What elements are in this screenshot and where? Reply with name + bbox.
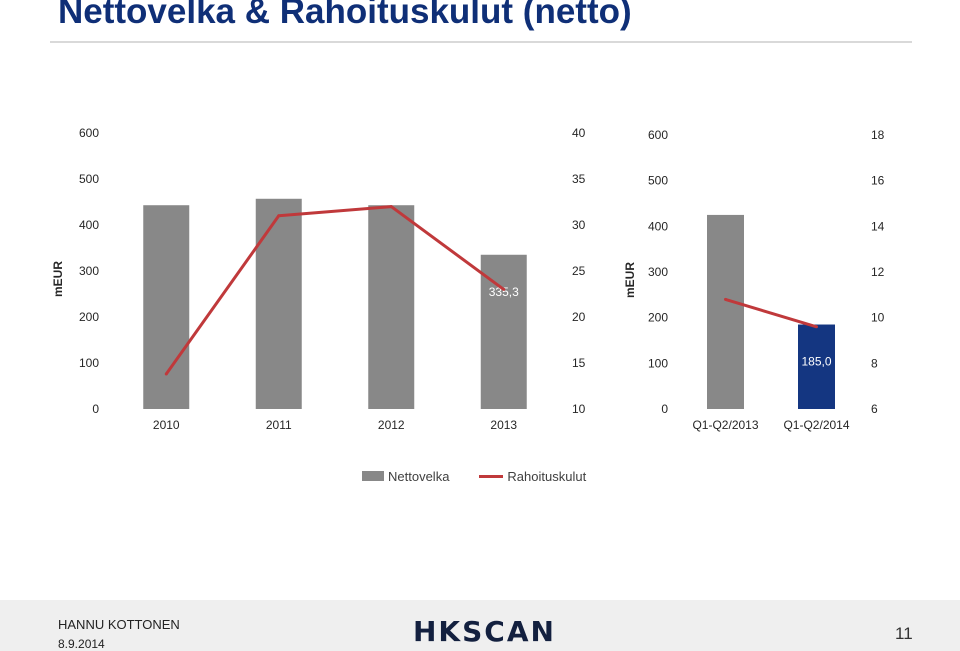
y-tick-label: 500 bbox=[79, 172, 99, 186]
y2-tick-label: 18 bbox=[871, 128, 885, 142]
y-tick-label: 500 bbox=[648, 174, 668, 188]
line-point bbox=[164, 372, 168, 376]
y-tick-label: 600 bbox=[79, 126, 99, 140]
line-point bbox=[724, 297, 727, 301]
title-divider bbox=[50, 41, 912, 43]
bar bbox=[480, 254, 527, 409]
legend-line-label: Rahoituskulut bbox=[507, 468, 587, 484]
series-line-rahoituskulut bbox=[725, 297, 817, 329]
bar bbox=[255, 198, 302, 409]
series-line-rahoituskulut bbox=[165, 205, 505, 375]
y-tick-label: 400 bbox=[648, 219, 668, 233]
bar bbox=[798, 324, 835, 409]
x-tick-label: 2012 bbox=[378, 418, 405, 432]
line-point bbox=[815, 325, 818, 329]
data-label: 335,3 bbox=[489, 285, 519, 299]
y2-tick-label: 10 bbox=[572, 402, 586, 416]
y-axis-label: mEUR bbox=[51, 261, 65, 297]
line-point bbox=[277, 214, 281, 218]
presentation-date: 8.9.2014 bbox=[58, 637, 105, 651]
legend-bar-label: Nettovelka bbox=[388, 468, 450, 484]
y2-tick-label: 14 bbox=[871, 219, 885, 233]
legend-bar-swatch bbox=[362, 471, 384, 481]
y-tick-label: 200 bbox=[648, 311, 668, 325]
line-point bbox=[502, 287, 506, 291]
y2-tick-label: 20 bbox=[572, 310, 586, 324]
bar bbox=[707, 214, 744, 409]
chart-legend: Nettovelka Rahoituskulut bbox=[362, 467, 586, 485]
charts-area: 010020030040050060010152025303540mEUR201… bbox=[51, 126, 885, 432]
y-tick-label: 100 bbox=[648, 356, 668, 370]
page-title: Nettovelka & Rahoituskulut (netto) bbox=[58, 0, 632, 31]
y2-tick-label: 25 bbox=[572, 264, 586, 278]
x-tick-label: Q1-Q2/2014 bbox=[783, 418, 849, 432]
x-tick-label: 2010 bbox=[153, 418, 180, 432]
hkscan-logo: HKSCAN bbox=[413, 615, 556, 648]
y2-tick-label: 16 bbox=[871, 174, 885, 188]
line-point bbox=[389, 205, 393, 209]
y2-tick-label: 10 bbox=[871, 311, 885, 325]
y2-tick-label: 8 bbox=[871, 356, 878, 370]
presenter-name: HANNU KOTTONEN bbox=[58, 617, 180, 632]
x-tick-label: 2011 bbox=[266, 418, 292, 432]
y-tick-label: 300 bbox=[79, 264, 99, 278]
y-tick-label: 600 bbox=[648, 128, 668, 142]
bar bbox=[368, 205, 415, 409]
footer-bar: HANNU KOTTONEN 8.9.2014 HKSCAN 11 bbox=[0, 600, 960, 651]
x-tick-label: 2013 bbox=[490, 418, 517, 432]
y2-tick-label: 12 bbox=[871, 265, 885, 279]
y-tick-label: 100 bbox=[79, 356, 99, 370]
y2-tick-label: 35 bbox=[572, 172, 586, 186]
y-tick-label: 400 bbox=[79, 218, 99, 232]
y2-tick-label: 15 bbox=[572, 356, 586, 370]
x-tick-label: Q1-Q2/2013 bbox=[692, 418, 758, 432]
y2-tick-label: 30 bbox=[572, 218, 586, 232]
y-tick-label: 200 bbox=[79, 310, 99, 324]
y2-tick-label: 6 bbox=[871, 402, 878, 416]
page-number: 11 bbox=[895, 624, 913, 643]
data-label: 185,0 bbox=[801, 355, 831, 369]
bar bbox=[143, 205, 190, 409]
legend-line-swatch bbox=[479, 474, 504, 478]
y-tick-label: 0 bbox=[92, 402, 99, 416]
y-tick-label: 300 bbox=[648, 265, 668, 279]
y-tick-label: 0 bbox=[661, 402, 668, 416]
y2-tick-label: 40 bbox=[572, 126, 586, 140]
y-axis-label: mEUR bbox=[623, 262, 637, 298]
